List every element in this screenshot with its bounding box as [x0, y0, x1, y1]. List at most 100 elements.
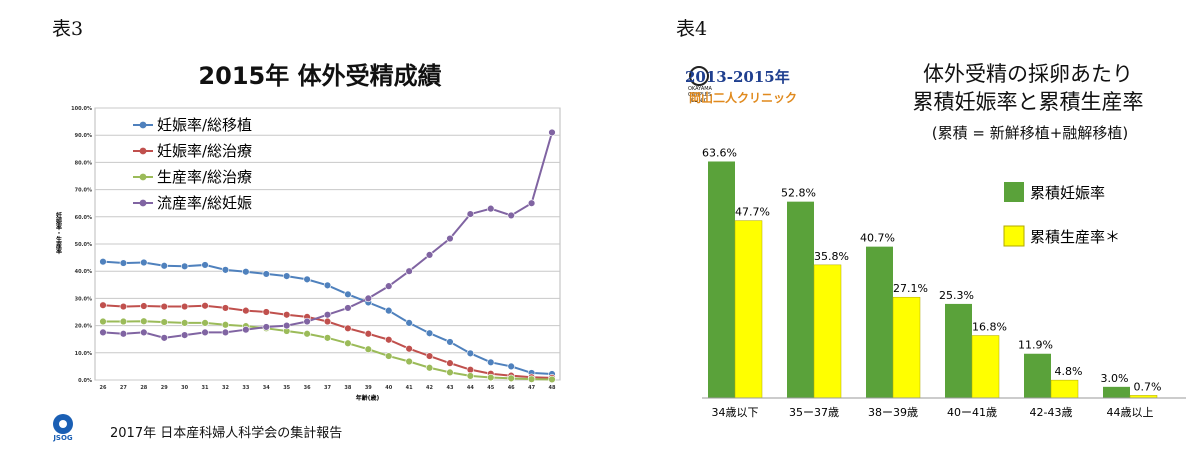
x-tick-label: 34歳以下 [712, 406, 759, 419]
data-point [140, 328, 148, 337]
data-point [201, 328, 209, 337]
bar-chart-subtitle: (累積 = 新鮮移植+融解移植) [931, 124, 1129, 142]
data-label: 52.8% [781, 187, 816, 200]
legend-marker [139, 173, 147, 181]
data-point [507, 371, 515, 380]
data-point [242, 325, 250, 334]
data-point [119, 330, 128, 338]
bar [787, 201, 814, 398]
data-point [527, 373, 536, 381]
bar [813, 264, 842, 399]
data-point [385, 352, 393, 360]
data-point [160, 318, 168, 326]
x-tick-label: 29 [161, 385, 168, 391]
data-point [119, 302, 128, 311]
data-label: 0.7% [1134, 380, 1162, 393]
data-point [323, 311, 332, 319]
bar-chart-title-line1: 体外受精の採卵あたり [923, 62, 1133, 86]
data-point [262, 308, 270, 316]
legend-marker [139, 199, 147, 207]
data-point [323, 317, 332, 326]
data-label: 27.1% [893, 282, 928, 295]
x-tick-label: 47 [528, 385, 535, 391]
data-point [221, 328, 230, 337]
x-axis-label: 年齢(歳) [356, 394, 380, 402]
y-tick-label: 70.0% [75, 188, 92, 194]
data-point [160, 302, 168, 311]
x-tick-label: 30 [181, 385, 188, 391]
data-point [466, 372, 475, 380]
y-tick-label: 40.0% [75, 269, 92, 275]
data-point [99, 317, 107, 326]
data-point [487, 358, 495, 367]
data-label: 40.7% [860, 232, 895, 245]
legend-marker [139, 147, 147, 155]
data-point [140, 302, 148, 310]
data-point [99, 328, 107, 337]
data-point [282, 321, 291, 330]
data-point [180, 302, 189, 311]
jsog-emblem-icon [53, 414, 73, 434]
data-point [99, 301, 107, 309]
y-tick-label: 10.0% [75, 351, 92, 357]
x-tick-label: 46 [508, 385, 515, 391]
data-point [119, 259, 128, 267]
legend-swatch [1003, 225, 1025, 247]
data-label: 47.7% [735, 206, 770, 219]
legend-swatch [1004, 182, 1024, 202]
x-tick-label: 35 [283, 385, 290, 391]
data-point [507, 374, 515, 383]
data-point [425, 364, 434, 372]
data-point [446, 359, 454, 367]
y-tick-label: 90.0% [75, 133, 92, 139]
x-tick-label: 26 [100, 385, 107, 391]
data-point [282, 272, 291, 280]
source-note: 2017年 日本産科婦人科学会の集計報告 [110, 426, 343, 441]
data-point [507, 211, 515, 220]
data-point [446, 338, 454, 346]
clinic-period: 2013-2015年 [685, 68, 790, 86]
data-point [201, 302, 209, 310]
bar [1024, 353, 1051, 398]
bar [866, 246, 893, 398]
data-point [405, 357, 413, 366]
bar-chart-title-line2: 累積妊娠率と累積生産率 [912, 90, 1144, 114]
bar [708, 161, 735, 398]
jsog-logo: JSOG [50, 414, 76, 442]
y-tick-label: 80.0% [75, 160, 92, 166]
data-point [385, 306, 393, 315]
x-tick-label: 35ー37歳 [789, 406, 839, 419]
data-label: 3.0% [1101, 372, 1129, 385]
y-tick-label: 50.0% [75, 242, 92, 248]
caption-right: 表4 [676, 18, 708, 40]
data-point [385, 336, 393, 344]
x-tick-label: 27 [120, 385, 127, 391]
x-tick-label: 40 [385, 385, 392, 391]
data-point [425, 329, 434, 337]
y-axis-label: 妊娠率・生産率 [55, 211, 63, 255]
bar [945, 303, 972, 398]
clinic-name: 岡山二人クリニック [689, 91, 798, 105]
series-line [102, 260, 553, 376]
data-point [262, 324, 270, 333]
x-tick-label: 38 [344, 385, 351, 391]
data-point [282, 311, 291, 319]
data-label: 4.8% [1055, 365, 1083, 378]
data-point [548, 375, 556, 384]
x-tick-label: 36 [304, 385, 311, 391]
legend-label: 生産率/総治療 [157, 168, 252, 186]
data-point [364, 298, 373, 307]
data-point [221, 321, 230, 329]
data-point [446, 368, 454, 377]
x-tick-label: 31 [202, 385, 209, 391]
legend-marker [139, 121, 147, 129]
data-point [405, 345, 413, 353]
data-point [466, 210, 475, 218]
data-point [303, 313, 311, 321]
data-point [242, 322, 250, 330]
data-point [344, 290, 352, 299]
data-point [527, 199, 536, 207]
data-point [160, 334, 168, 342]
clinic-header: 2013-2015年 岡山二人クリニック [685, 66, 797, 106]
data-point [262, 270, 270, 278]
